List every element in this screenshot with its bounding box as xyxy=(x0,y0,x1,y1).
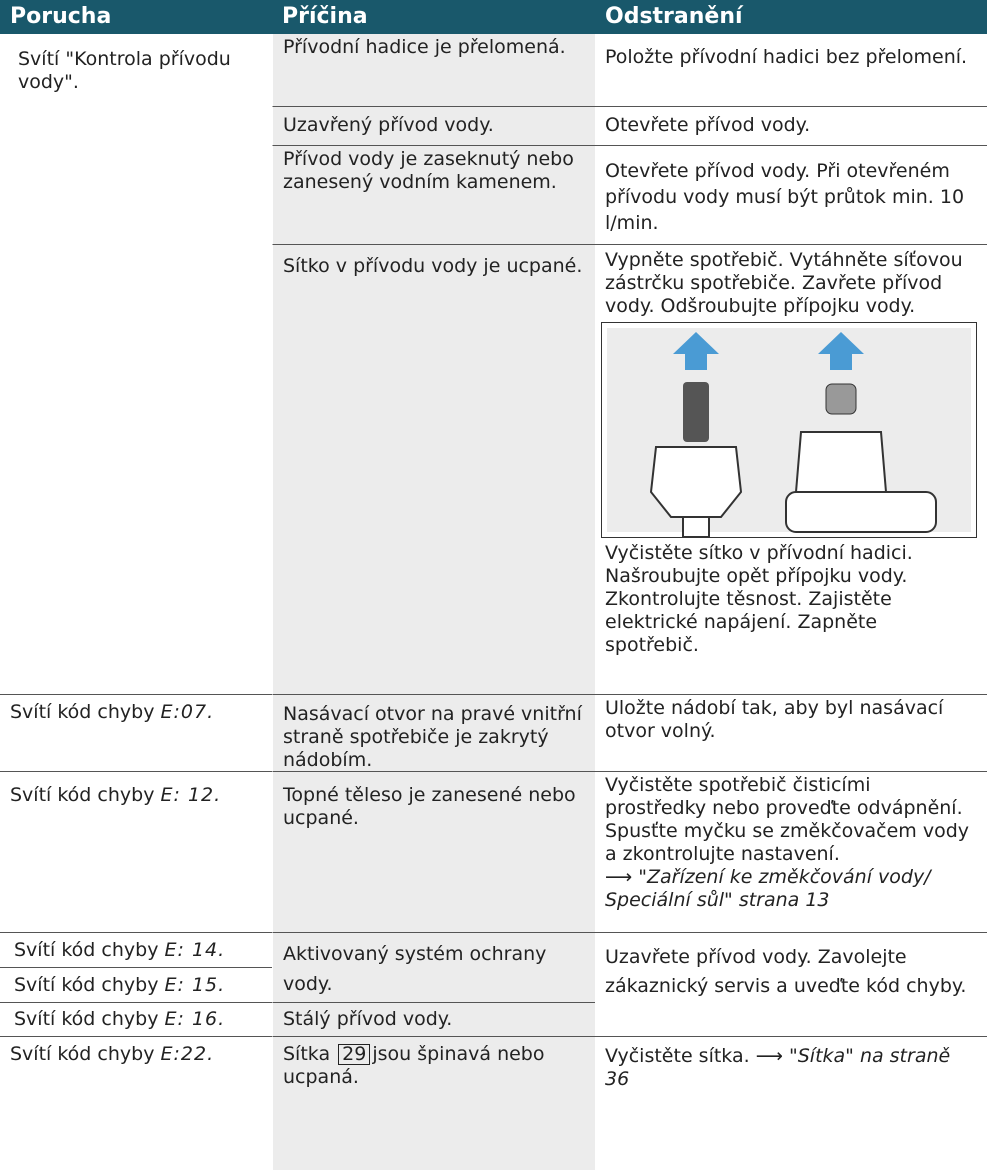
cause-cell: Sítko v přívodu vody je ucpané. xyxy=(272,245,595,695)
cause-cell: Nasávací otvor na pravé vnitřní straně s… xyxy=(272,695,595,772)
fault: Svítí "Kontrola přívodu vody". xyxy=(18,48,231,93)
error-code: E: 15. xyxy=(164,973,226,996)
arrow-up xyxy=(673,332,719,370)
fault: Svítí kód chyby xyxy=(10,784,155,806)
header-cell: Příčina xyxy=(272,0,595,34)
fault: Svítí kód chyby xyxy=(10,1043,155,1065)
part-reference: 29 xyxy=(338,1044,371,1065)
error-code: E: 14. xyxy=(164,938,226,961)
cross-reference[interactable]: ⟶ "Zařízení ke změkčování vody/ Speciáln… xyxy=(605,866,931,911)
fault-cell: Svítí kód chyby E:22. xyxy=(0,1037,272,1170)
fault-cell: Svítí kód chyby E: 15. xyxy=(0,968,272,1003)
hose xyxy=(682,516,710,538)
cause-text: Sítka xyxy=(283,1043,331,1065)
hose-nut xyxy=(649,446,743,518)
fault-cell: Svítí kód chyby E: 12. xyxy=(0,772,272,933)
cause-cell: Uzavřený přívod vody. xyxy=(272,107,595,146)
cross-reference[interactable]: "Sítka" na straně 36 xyxy=(605,1045,951,1090)
fault: Svítí kód chyby xyxy=(14,973,159,996)
remedy-text: Vypněte spotřebič. Vytáhněte síťovou zás… xyxy=(605,249,963,317)
remedy-cell: Vyčistěte sítka. ⟶ "Sítka" na straně 36 xyxy=(595,1037,987,1170)
fault-cell: Svítí kód chyby E: 16. xyxy=(0,1003,272,1037)
cause-cell: Přívod vody je zaseknutý nebo zanesený v… xyxy=(272,146,595,245)
valve-body xyxy=(785,491,937,533)
arrow-up xyxy=(818,332,864,370)
remedy-text: Vyčistěte sítko v přívodní hadici. Našro… xyxy=(605,542,913,656)
cause-text: jsou špinavá nebo ucpaná. xyxy=(283,1043,545,1088)
filter-mesh xyxy=(683,382,709,442)
fault-cell: Svítí kód chyby E: 14. xyxy=(0,933,272,968)
remedy-cell: Položte přívodní hadici bez přelomení. xyxy=(595,34,987,107)
cause-cell: Aktivovaný systém ochrany vody. xyxy=(272,933,595,1003)
error-code: E: 12. xyxy=(160,784,222,806)
remedy-text: Vyčistěte spotřebič čisticími prostředky… xyxy=(605,774,970,865)
remedy-cell: Vypněte spotřebič. Vytáhněte síťovou zás… xyxy=(595,245,987,695)
filter-cap xyxy=(825,383,857,415)
fault: Svítí kód chyby xyxy=(10,701,155,723)
remedy-cell: Vyčistěte spotřebič čisticími prostředky… xyxy=(595,772,987,933)
remedy-cell: Uložte nádobí tak, aby byl nasávací otvo… xyxy=(595,695,987,772)
cause-cell: Sítka 29 jsou špinavá nebo ucpaná. xyxy=(272,1037,595,1170)
filter-illustration xyxy=(601,322,977,538)
remedy-cell: Uzavřete přívod vody. Zavolejte zákaznic… xyxy=(595,933,987,1037)
error-code: E:22. xyxy=(160,1043,215,1065)
header-cell: Odstranění xyxy=(595,0,987,34)
fault: Svítí kód chyby xyxy=(14,1008,159,1030)
error-code: E: 16. xyxy=(164,1008,226,1030)
cause-cell: Stálý přívod vody. xyxy=(272,1003,595,1037)
remedy-cell: Otevřete přívod vody. Při otevřeném přív… xyxy=(595,146,987,245)
fault: Svítí kód chyby xyxy=(14,938,159,961)
valve-nut xyxy=(794,431,888,493)
header-cell: Porucha xyxy=(0,0,272,34)
cause-cell: Topné těleso je zanesené nebo ucpané. xyxy=(272,772,595,933)
fault-cell: Svítí kód chyby E:07. xyxy=(0,695,272,772)
cause-cell: Přívodní hadice je přelomená. xyxy=(272,34,595,107)
remedy-cell: Otevřete přívod vody. xyxy=(595,107,987,146)
remedy-text: Vyčistěte sítka. ⟶ xyxy=(605,1045,783,1067)
error-code: E:07. xyxy=(160,701,215,723)
fault-cell: Svítí "Kontrola přívodu vody". xyxy=(0,34,272,695)
